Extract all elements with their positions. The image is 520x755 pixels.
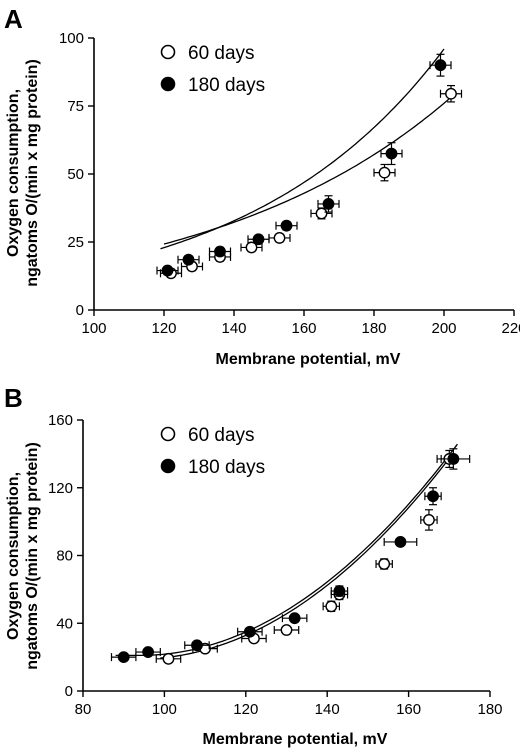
y-tick-label: 40: [56, 615, 73, 632]
x-tick-label: 80: [75, 701, 92, 718]
data-point-180-days: [330, 585, 349, 597]
y-tick-label: 0: [76, 302, 84, 319]
panel-b-x-axis-title: Membrane potential, mV: [203, 731, 388, 748]
panel-a-fit-curves: [160, 48, 455, 250]
data-point-180-days: [237, 625, 263, 638]
panel-b-letter: B: [4, 383, 23, 413]
panel-b-y-axis-title-line1: Oxygen consumption,: [5, 472, 22, 640]
legend-label-180-days: 180 days: [188, 457, 265, 478]
panel-a-axes: 100 120 140 160 180 200 220 0 25 50 75 100: [59, 30, 520, 337]
legend-label-60-days: 60 days: [188, 425, 255, 446]
panel-b-y-axis-title-line2: ngatoms O/(min x mg protein): [24, 442, 41, 670]
y-tick-label: 100: [59, 30, 84, 47]
data-point-60-days: [268, 232, 291, 244]
y-tick-label: 25: [67, 234, 84, 251]
panel-a-legend: 60 days 180 days: [160, 43, 265, 96]
x-tick-label: 140: [221, 320, 246, 337]
data-point-180-days: [429, 53, 452, 77]
y-tick-label: 120: [48, 480, 73, 497]
data-point-60-days: [322, 600, 341, 613]
panel-b: B 80 100 120 140 160 180 0 40 80 120 160 60 days 18…: [4, 383, 503, 748]
data-point-180-days: [184, 639, 210, 652]
panel-a-y-axis-title-line1: Oxygen consumption,: [5, 89, 22, 257]
x-tick-label: 120: [233, 701, 258, 718]
y-tick-label: 75: [67, 98, 84, 115]
x-tick-label: 120: [151, 320, 176, 337]
legend-label-60-days: 60 days: [188, 43, 255, 64]
legend-marker-60-days: [160, 44, 176, 60]
panel-b-data-points: [110, 448, 471, 665]
legend-label-180-days: 180 days: [188, 75, 265, 96]
panel-b-legend: 60 days 180 days: [160, 425, 265, 478]
data-point-60-days: [240, 241, 263, 254]
x-tick-label: 160: [291, 320, 316, 337]
legend-marker-60-days: [160, 426, 176, 442]
data-point-60-days: [373, 163, 396, 182]
x-tick-label: 220: [501, 320, 520, 337]
x-tick-label: 180: [477, 701, 502, 718]
data-point-180-days: [317, 195, 340, 213]
data-point-180-days: [208, 245, 232, 258]
data-point-180-days: [135, 646, 161, 658]
data-point-60-days: [375, 558, 393, 570]
legend-marker-180-days: [160, 458, 176, 474]
data-point-180-days: [383, 536, 418, 548]
data-point-60-days: [420, 509, 438, 531]
x-tick-label: 180: [361, 320, 386, 337]
x-tick-label: 100: [152, 701, 177, 718]
data-point-180-days: [247, 233, 270, 246]
data-point-60-days: [273, 624, 300, 636]
x-tick-label: 160: [396, 701, 421, 718]
y-tick-label: 50: [67, 166, 84, 183]
panel-a: A 100 120 140 160 180 200 220 0 25 50 75 100 60 day…: [4, 4, 520, 368]
fit-curve-180-days: [160, 48, 445, 250]
x-tick-label: 100: [81, 320, 106, 337]
y-tick-label: 0: [65, 683, 73, 700]
data-point-180-days: [436, 448, 471, 470]
panel-a-x-axis-title: Membrane potential, mV: [216, 351, 401, 368]
panel-b-axes: 80 100 120 140 160 180 0 40 80 120 160: [48, 412, 503, 718]
data-point-180-days: [380, 142, 403, 166]
data-point-180-days: [281, 612, 308, 625]
x-tick-label: 200: [431, 320, 456, 337]
fit-curve-60-days: [163, 93, 455, 245]
panel-a-letter: A: [4, 4, 23, 34]
data-point-180-days: [275, 219, 298, 232]
y-tick-label: 160: [48, 412, 73, 429]
data-point-180-days: [177, 253, 200, 266]
panel-a-data-points: [156, 53, 463, 280]
data-point-60-days: [155, 652, 182, 665]
legend-marker-180-days: [160, 76, 176, 92]
x-tick-label: 140: [315, 701, 340, 718]
fit-curve-180-days: [115, 443, 458, 657]
data-point-60-days: [439, 84, 463, 103]
data-point-60-days: [310, 207, 333, 220]
panel-a-y-axis-title-line2: ngatoms O/(min x mg protein): [24, 59, 41, 287]
data-point-180-days: [424, 487, 442, 506]
data-point-180-days: [156, 264, 179, 277]
data-point-180-days: [110, 651, 137, 664]
fit-curve-60-days: [160, 452, 454, 659]
y-tick-label: 80: [56, 548, 73, 565]
